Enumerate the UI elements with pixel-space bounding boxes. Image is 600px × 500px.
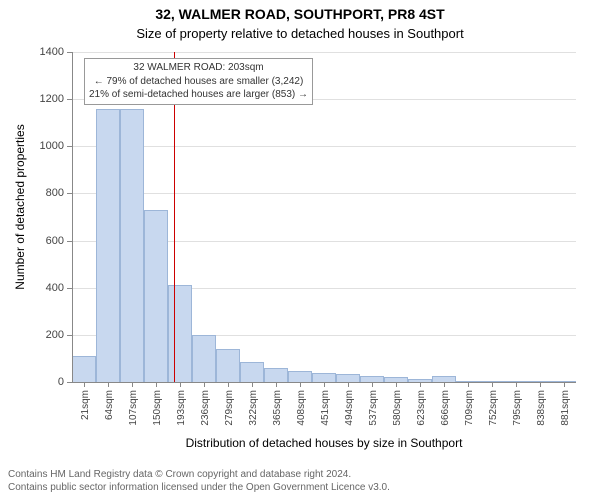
xtick-label: 623sqm — [416, 390, 427, 426]
histogram-bar — [312, 373, 336, 382]
footer-attribution: Contains HM Land Registry data © Crown c… — [8, 468, 390, 494]
histogram-bar — [168, 285, 192, 382]
histogram-bar — [288, 371, 312, 382]
gridline — [72, 193, 576, 194]
y-axis-line — [72, 52, 73, 382]
xtick-label: 279sqm — [224, 390, 235, 426]
xtick-label: 107sqm — [128, 390, 139, 426]
histogram-bar — [240, 362, 264, 382]
gridline — [72, 146, 576, 147]
x-axis-label: Distribution of detached houses by size … — [72, 436, 576, 450]
xtick-label: 881sqm — [560, 390, 571, 426]
xtick-label: 494sqm — [344, 390, 355, 426]
xtick-label: 537sqm — [368, 390, 379, 426]
histogram-bar — [120, 109, 144, 382]
ytick-label: 1400 — [32, 46, 64, 58]
xtick-label: 322sqm — [248, 390, 259, 426]
y-axis-label: Number of detached properties — [13, 107, 27, 307]
histogram-bar — [144, 210, 168, 382]
footer-line-1: Contains HM Land Registry data © Crown c… — [8, 468, 390, 481]
xtick-label: 150sqm — [152, 390, 163, 426]
annotation-box: 32 WALMER ROAD: 203sqm← 79% of detached … — [84, 58, 313, 105]
ytick-label: 1000 — [32, 140, 64, 152]
xtick-label: 752sqm — [488, 390, 499, 426]
xtick-label: 666sqm — [440, 390, 451, 426]
histogram-bar — [264, 368, 288, 382]
x-axis-line — [72, 382, 576, 383]
xtick-label: 580sqm — [392, 390, 403, 426]
histogram-bar — [192, 335, 216, 382]
ytick-label: 200 — [32, 329, 64, 341]
histogram-bar — [216, 349, 240, 382]
histogram-bar — [336, 374, 360, 382]
xtick-label: 193sqm — [176, 390, 187, 426]
page-title: 32, WALMER ROAD, SOUTHPORT, PR8 4ST — [0, 6, 600, 22]
page-subtitle: Size of property relative to detached ho… — [0, 26, 600, 41]
annotation-line: ← 79% of detached houses are smaller (3,… — [89, 75, 308, 89]
xtick-label: 838sqm — [536, 390, 547, 426]
xtick-label: 365sqm — [272, 390, 283, 426]
xtick-label: 236sqm — [200, 390, 211, 426]
annotation-line: 21% of semi-detached houses are larger (… — [89, 88, 308, 102]
xtick-label: 21sqm — [80, 390, 91, 420]
footer-line-2: Contains public sector information licen… — [8, 481, 390, 494]
annotation-line: 32 WALMER ROAD: 203sqm — [89, 61, 308, 75]
xtick-label: 709sqm — [464, 390, 475, 426]
xtick-label: 64sqm — [104, 390, 115, 420]
gridline — [72, 52, 576, 53]
ytick-label: 600 — [32, 235, 64, 247]
ytick-label: 0 — [32, 376, 64, 388]
ytick-label: 800 — [32, 187, 64, 199]
ytick-label: 400 — [32, 282, 64, 294]
histogram-chart: 020040060080010001200140021sqm64sqm107sq… — [72, 52, 576, 382]
histogram-bar — [96, 109, 120, 382]
xtick-label: 408sqm — [296, 390, 307, 426]
histogram-bar — [72, 356, 96, 382]
xtick-label: 795sqm — [512, 390, 523, 426]
ytick-label: 1200 — [32, 93, 64, 105]
xtick-label: 451sqm — [320, 390, 331, 426]
